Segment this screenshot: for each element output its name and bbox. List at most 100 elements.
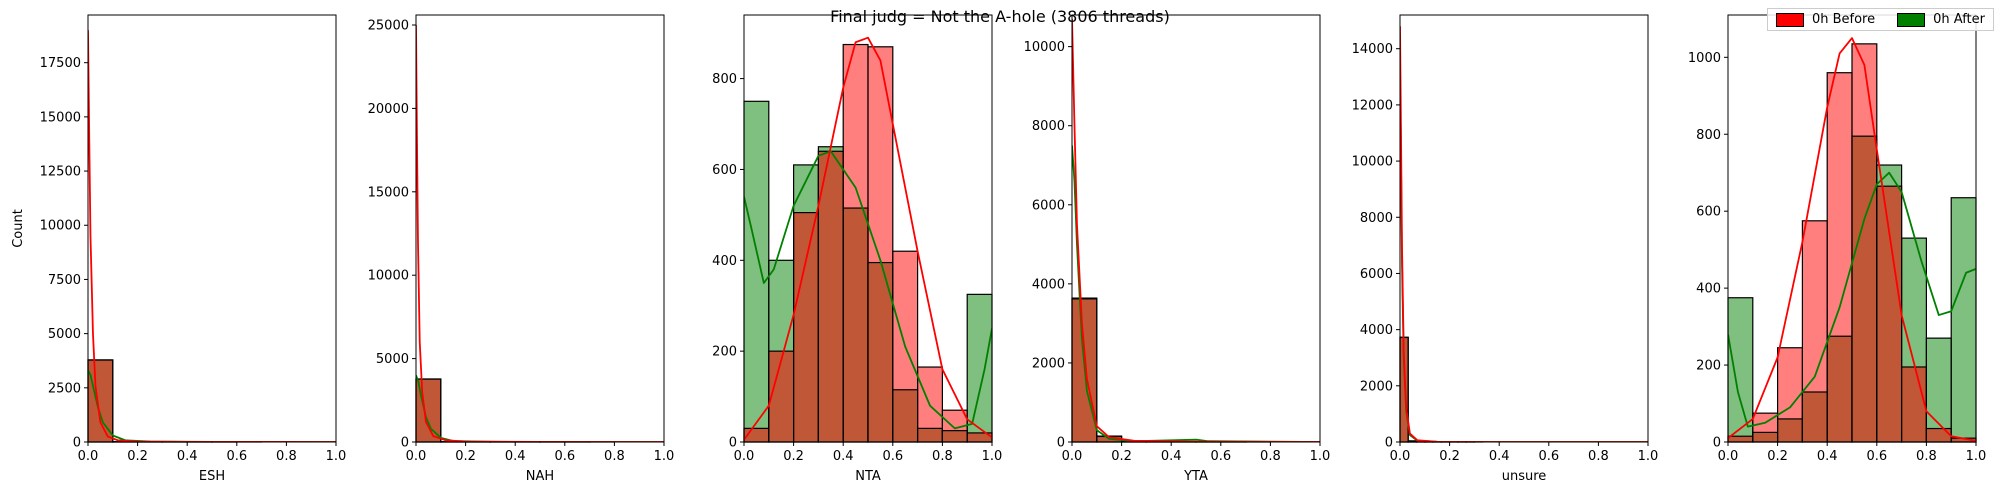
bar-before-p5-b3 [1802,220,1828,392]
bar-overlap-p0-b0 [88,360,113,442]
kde-before-p4 [1400,26,1648,442]
kde-after-p4 [1400,62,1648,442]
xtick-label-p2-3: 0.6 [882,449,903,464]
xtick-label-p4-5: 1.0 [1638,449,1659,464]
xtick-label-p3-4: 0.8 [1260,449,1281,464]
ylabel: Count [11,209,26,248]
ytick-label-p4-6: 12000 [1352,98,1393,113]
ytick-label-p3-0: 0 [1057,436,1065,451]
xtick-label-p4-0: 0.0 [1390,449,1411,464]
bar-overlap-p2-b3 [818,151,844,442]
ytick-label-p4-7: 14000 [1352,42,1393,57]
ytick-label-p2-1: 200 [712,345,737,360]
bar-overlap-p5-b6 [1876,186,1902,442]
bar-overlap-p2-b6 [892,389,918,442]
axes-frame-p4 [1399,14,1649,443]
kde-before-p1 [416,25,664,442]
chart-title: Final judg = Not the A-hole (3806 thread… [830,7,1170,26]
ytick-label-p3-1: 2000 [1032,356,1065,371]
xtick-label-p1-3: 0.6 [554,449,575,464]
bar-overlap-p5-b8 [1926,428,1952,442]
ytick-label-p0-2: 5000 [48,327,81,342]
axes-frame-p1 [415,14,665,443]
ytick-label-p0-3: 7500 [48,273,81,288]
ytick-label-p2-0: 0 [729,436,737,451]
kde-after-p1 [416,374,664,442]
bar-overlap-p5-b9 [1951,438,1976,442]
legend: 0h Before 0h After [1766,8,1994,31]
xtick-label-p3-1: 0.2 [1111,449,1132,464]
xtick-label-p4-3: 0.6 [1538,449,1559,464]
xtick-label-p3-0: 0.0 [1062,449,1083,464]
ytick-label-p3-4: 8000 [1032,119,1065,134]
xtick-label-p3-3: 0.6 [1210,449,1231,464]
bar-before-p2-b7 [917,367,943,429]
xtick-label-p0-2: 0.4 [177,449,198,464]
bar-after-p5-b0 [1728,297,1753,437]
xtick-label-p2-5: 1.0 [982,449,1003,464]
ytick-label-p0-6: 15000 [40,110,81,125]
bar-after-p2-b2 [793,164,819,213]
xtick-label-p5-1: 0.2 [1767,449,1788,464]
bar-overlap-p2-b1 [768,351,794,442]
xtick-label-p5-0: 0.0 [1718,449,1739,464]
bar-before-p5-b4 [1827,72,1852,337]
ytick-label-p0-7: 17500 [40,56,81,71]
ytick-label-p3-2: 4000 [1032,277,1065,292]
kde-before-p0 [88,30,336,442]
xlabel-p0: ESH [199,469,225,484]
ytick-label-p0-0: 0 [73,436,81,451]
bar-overlap-p4-b0 [1400,337,1409,442]
xtick-label-p3-2: 0.4 [1161,449,1182,464]
xlabel-p1: NAH [526,469,554,484]
bar-overlap-p2-b8 [942,430,968,442]
bar-after-p2-b0 [744,101,769,429]
legend-swatch-after [1897,12,1926,27]
xlabel-p4: unsure [1502,469,1547,484]
axes-frame-p2 [743,14,993,443]
kde-before-p3 [1072,18,1320,442]
ytick-label-p1-5: 25000 [368,19,409,34]
kde-after-p0 [88,370,336,442]
axes-frame-p0 [87,14,337,443]
bar-overlap-p5-b3 [1802,391,1828,442]
ytick-label-p3-5: 10000 [1024,40,1065,55]
xlabel-p3: YTA [1183,469,1208,484]
ytick-label-p2-3: 600 [712,163,737,178]
xtick-label-p0-4: 0.8 [276,449,297,464]
xtick-label-p1-2: 0.4 [505,449,526,464]
bar-after-p5-b9 [1951,197,1976,439]
xtick-label-p2-0: 0.0 [734,449,755,464]
bar-before-p2-b5 [868,46,893,263]
ytick-label-p5-1: 200 [1696,359,1721,374]
ytick-label-p1-2: 10000 [368,269,409,284]
ytick-label-p4-5: 10000 [1352,155,1393,170]
kde-before-p5 [1728,37,1976,442]
kde-after-p2 [744,150,992,430]
xtick-label-p4-4: 0.8 [1588,449,1609,464]
xtick-label-p0-3: 0.6 [226,449,247,464]
bar-after-p5-b8 [1926,338,1952,429]
xtick-label-p0-5: 1.0 [326,449,347,464]
legend-entry-after: 0h After [1897,12,1985,27]
xtick-label-p1-0: 0.0 [406,449,427,464]
bar-overlap-p5-b0 [1728,436,1753,442]
bar-after-p2-b9 [967,294,992,433]
ytick-label-p0-5: 12500 [40,165,81,180]
bar-overlap-p5-b2 [1777,418,1803,442]
xtick-label-p2-1: 0.2 [783,449,804,464]
ytick-label-p0-4: 10000 [40,219,81,234]
xlabel-p2: NTA [855,469,881,484]
ytick-label-p1-4: 20000 [368,102,409,117]
bar-overlap-p5-b4 [1827,336,1852,442]
ytick-label-p5-5: 1000 [1688,51,1721,66]
axes-frame-p3 [1071,14,1321,443]
ytick-label-p5-4: 800 [1696,128,1721,143]
bar-overlap-p5-b5 [1852,136,1877,443]
xtick-label-p5-4: 0.8 [1916,449,1937,464]
ytick-label-p2-4: 800 [712,72,737,87]
xtick-label-p1-1: 0.2 [455,449,476,464]
kde-after-p5 [1728,171,1976,428]
ytick-label-p5-3: 600 [1696,205,1721,220]
